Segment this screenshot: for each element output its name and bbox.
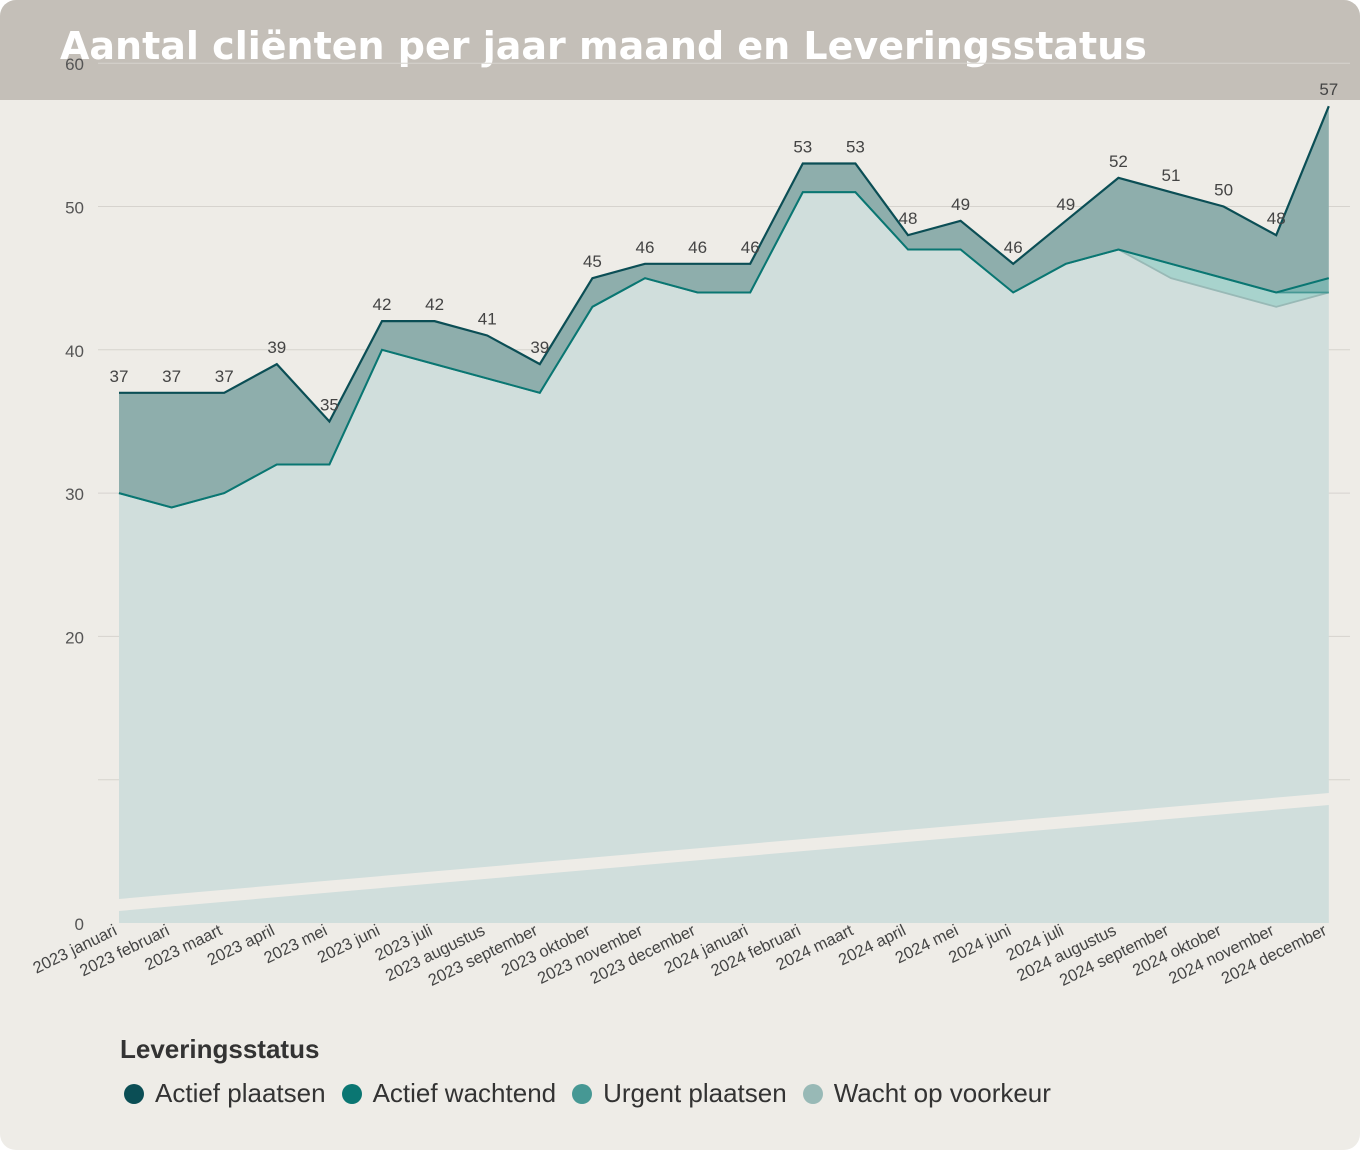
y-tick-label: 30 bbox=[65, 485, 84, 504]
legend-title: Leveringsstatus bbox=[120, 1034, 320, 1064]
data-label: 51 bbox=[1162, 166, 1181, 185]
data-label: 52 bbox=[1109, 152, 1128, 171]
legend-label: Wacht op voorkeur bbox=[833, 1078, 1051, 1108]
data-label: 46 bbox=[741, 238, 760, 257]
data-label: 48 bbox=[1267, 209, 1286, 228]
y-tick-label: 20 bbox=[65, 628, 84, 647]
legend-label: Urgent plaatsen bbox=[603, 1078, 787, 1108]
legend-dot-icon bbox=[124, 1083, 144, 1104]
data-label: 42 bbox=[425, 295, 444, 314]
legend-item-wacht-op-voorkeur[interactable]: Wacht op voorkeur bbox=[802, 1078, 1051, 1109]
data-label: 46 bbox=[636, 238, 655, 257]
legend: Actief plaatsen Actief wachtend Urgent p… bbox=[124, 1078, 1067, 1109]
data-label: 39 bbox=[267, 338, 286, 357]
data-label: 39 bbox=[530, 338, 549, 357]
legend-item-actief-wachtend[interactable]: Actief wachtend bbox=[341, 1078, 557, 1109]
legend-label: Actief plaatsen bbox=[155, 1078, 326, 1108]
area-wacht-op-voorkeur bbox=[119, 192, 1329, 924]
data-label: 37 bbox=[110, 367, 129, 386]
chart-title: Aantal cliënten per jaar maand en Leveri… bbox=[60, 24, 1147, 68]
legend-item-actief-plaatsen[interactable]: Actief plaatsen bbox=[124, 1078, 326, 1109]
data-label: 41 bbox=[478, 309, 497, 328]
data-label: 35 bbox=[320, 395, 339, 414]
y-tick-label: 0 bbox=[75, 915, 84, 934]
diagonal-band bbox=[119, 793, 1329, 911]
legend-dot-icon bbox=[572, 1083, 593, 1104]
data-label: 46 bbox=[688, 238, 707, 257]
legend-label: Actief wachtend bbox=[372, 1078, 557, 1108]
line-actief-plaatsen bbox=[119, 105, 1330, 424]
data-label: 37 bbox=[215, 367, 234, 386]
y-tick-label: 40 bbox=[65, 342, 84, 361]
data-label: 49 bbox=[951, 195, 970, 214]
data-label: 46 bbox=[1004, 238, 1023, 257]
data-label: 53 bbox=[846, 138, 865, 157]
data-label: 53 bbox=[793, 138, 812, 157]
data-label: 48 bbox=[899, 209, 918, 228]
legend-item-urgent-plaatsen[interactable]: Urgent plaatsen bbox=[572, 1078, 787, 1109]
y-tick-label: 60 bbox=[65, 55, 84, 74]
data-label: 42 bbox=[373, 295, 392, 314]
header-bar: Aantal cliënten per jaar maand en Leveri… bbox=[0, 0, 1360, 100]
data-label: 45 bbox=[583, 252, 602, 271]
area-actief-plaatsen bbox=[119, 106, 1329, 508]
data-label: 49 bbox=[1056, 195, 1075, 214]
data-label: 37 bbox=[162, 367, 181, 386]
legend-dot-icon bbox=[802, 1083, 823, 1104]
data-label: 57 bbox=[1319, 80, 1338, 99]
y-tick-label: 50 bbox=[65, 199, 84, 218]
data-label: 50 bbox=[1214, 181, 1233, 200]
legend-dot-icon bbox=[341, 1083, 362, 1104]
line-actief-wachtend bbox=[118, 191, 1330, 509]
